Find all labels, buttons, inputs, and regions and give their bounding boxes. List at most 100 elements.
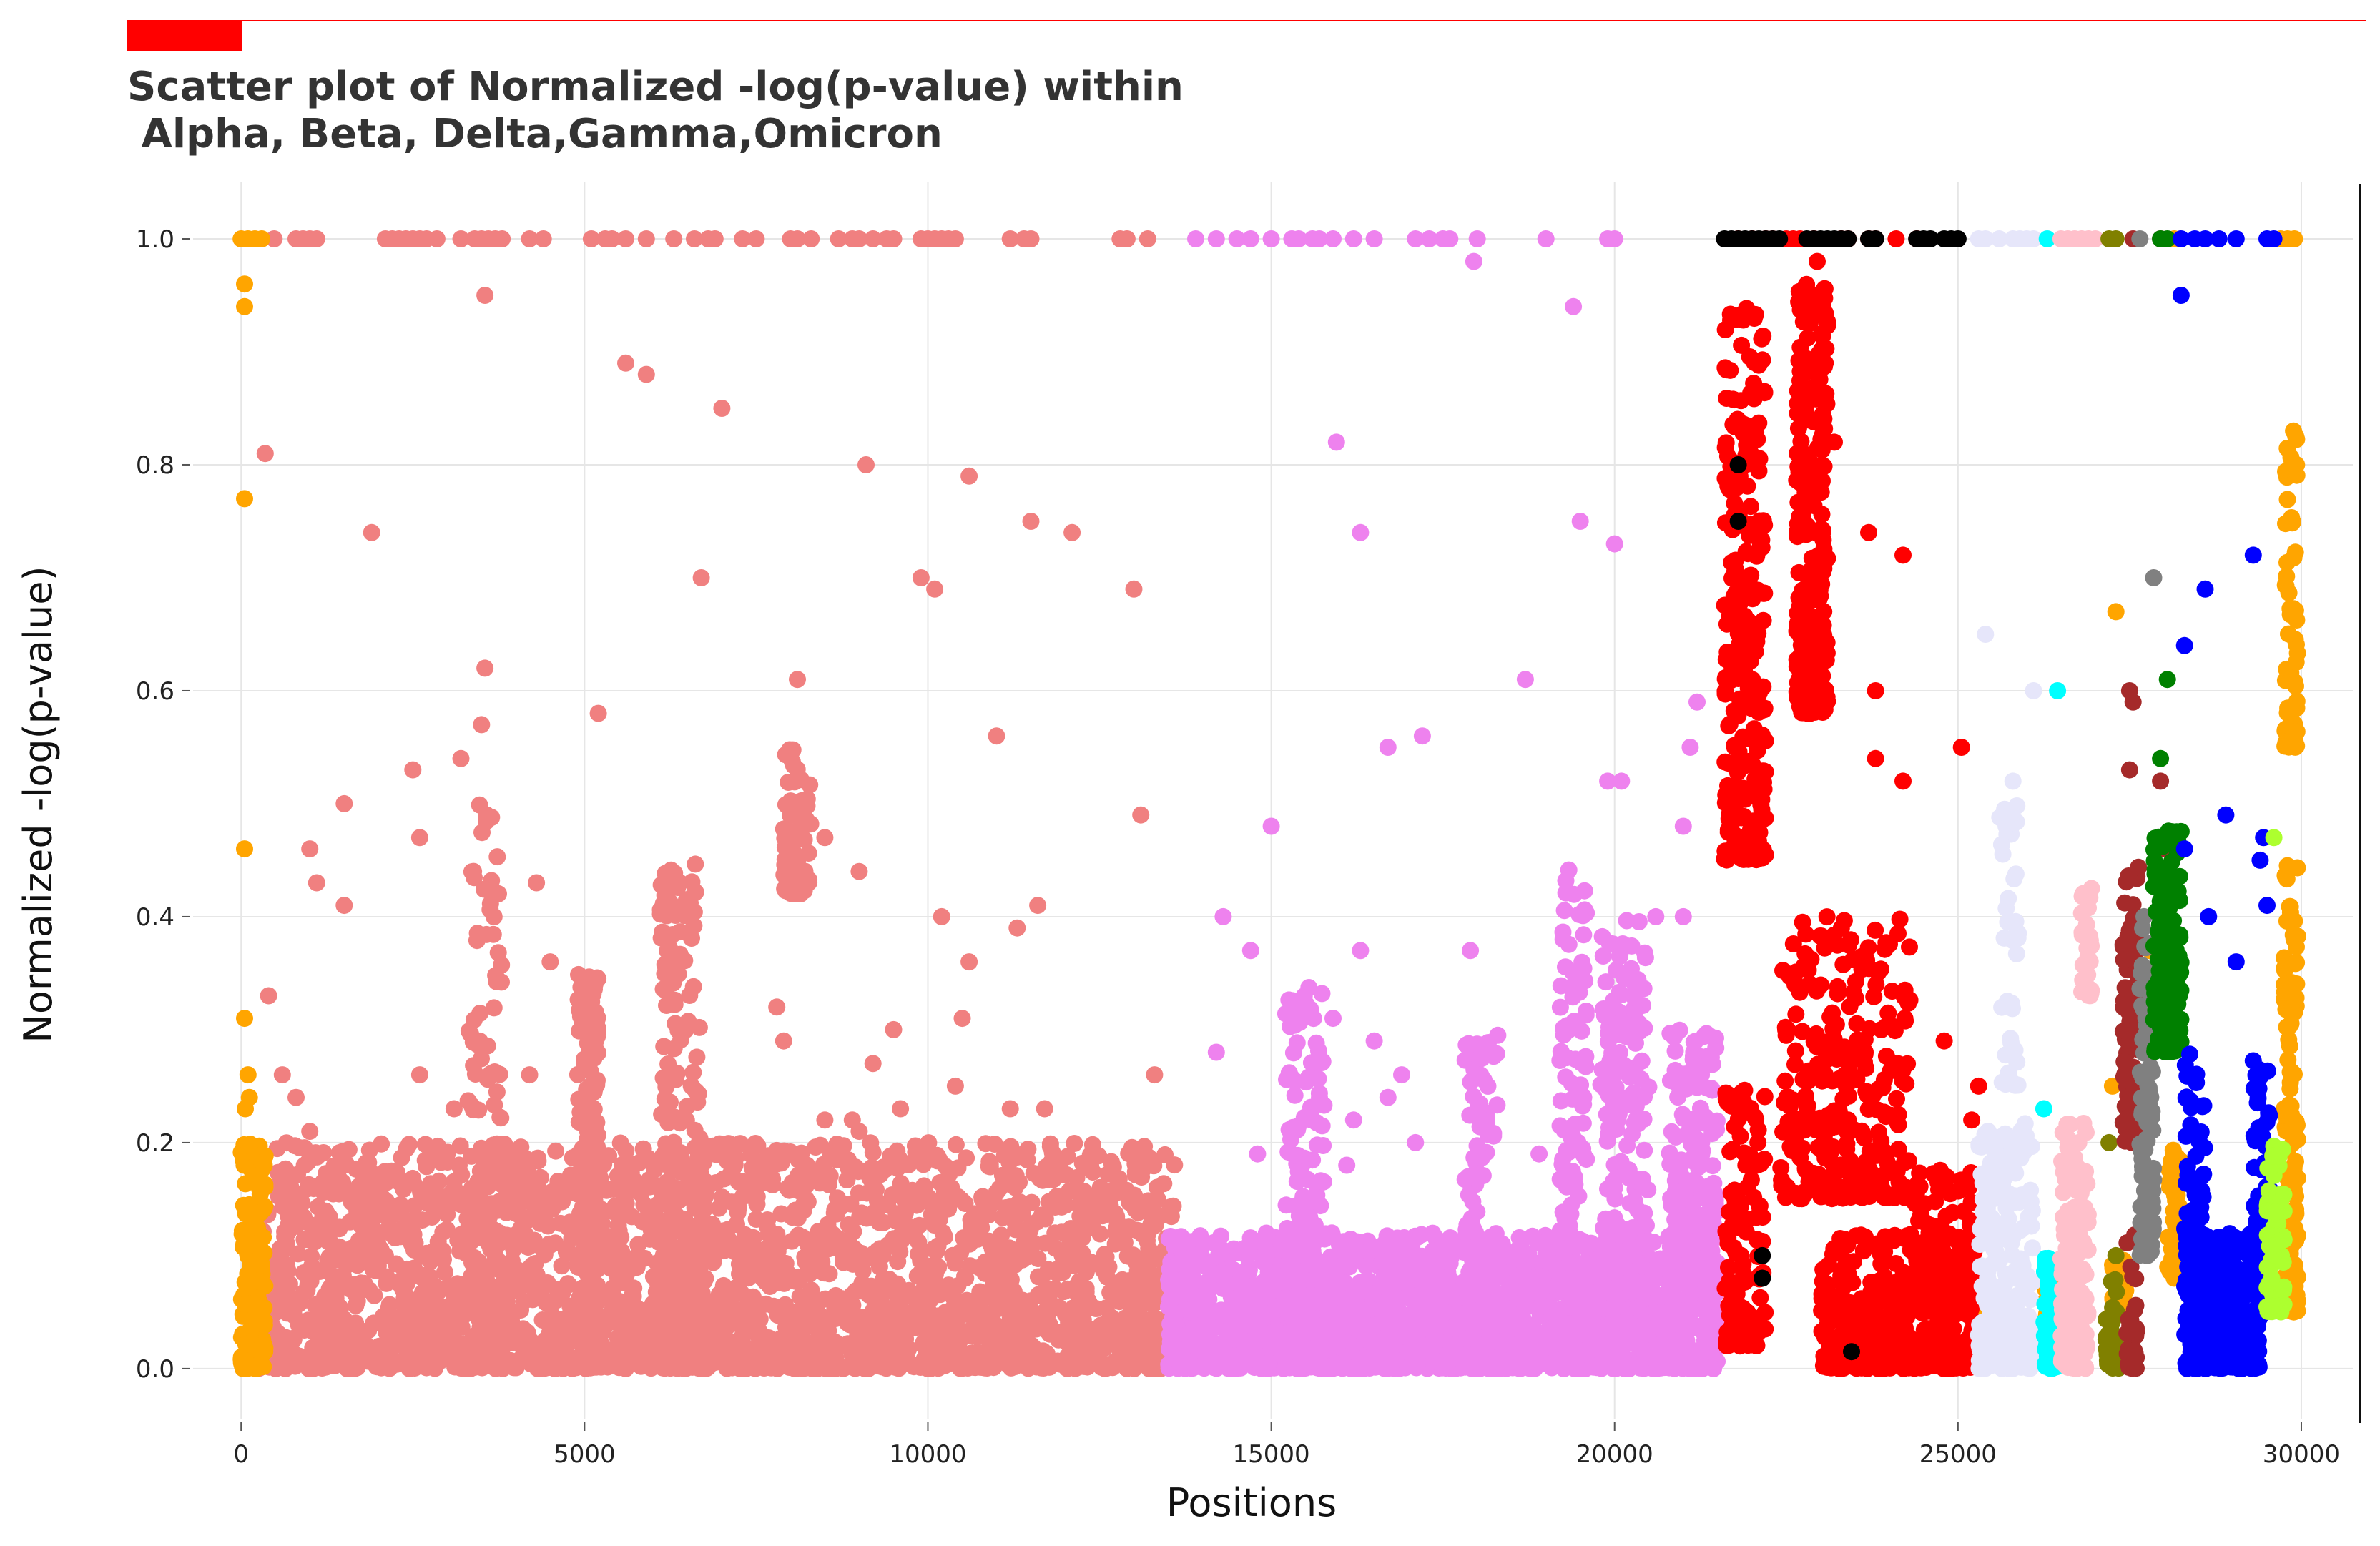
data-point <box>384 1338 402 1356</box>
data-point <box>724 1341 742 1359</box>
data-point <box>1081 1211 1099 1229</box>
data-point <box>659 942 677 960</box>
data-point <box>926 580 944 598</box>
data-point <box>611 1134 629 1152</box>
series-group <box>1160 230 1726 1377</box>
data-point <box>919 1300 937 1318</box>
data-point <box>786 773 804 791</box>
data-point <box>856 1359 874 1377</box>
data-point <box>748 1188 766 1206</box>
data-point <box>546 1335 564 1353</box>
data-point <box>586 1159 604 1177</box>
data-point <box>730 1199 747 1217</box>
data-point <box>943 1300 961 1318</box>
data-point <box>696 1350 713 1368</box>
data-point <box>476 1155 493 1172</box>
data-points <box>232 230 2306 1377</box>
data-point <box>365 1166 383 1183</box>
data-point <box>476 659 494 677</box>
data-point <box>461 1198 479 1216</box>
data-point <box>300 1359 318 1377</box>
data-point <box>754 1253 772 1271</box>
data-point <box>617 354 634 372</box>
data-point <box>1132 806 1150 824</box>
data-point <box>492 1276 510 1294</box>
data-point <box>933 907 950 925</box>
data-point <box>1155 1175 1173 1193</box>
data-point <box>864 1055 882 1073</box>
data-point <box>1022 230 1040 247</box>
data-point <box>398 1317 416 1335</box>
data-point <box>384 1354 402 1372</box>
data-point <box>662 1304 680 1322</box>
data-point <box>768 998 786 1016</box>
data-point <box>1069 1286 1087 1304</box>
data-point <box>687 855 704 873</box>
data-point <box>678 891 696 909</box>
data-point <box>790 1151 807 1169</box>
data-point <box>732 1135 749 1153</box>
data-point <box>541 953 559 971</box>
data-point <box>419 1179 437 1197</box>
data-point <box>1051 1156 1069 1173</box>
data-point <box>488 1296 506 1314</box>
data-point <box>353 1324 370 1342</box>
data-point <box>809 1231 827 1249</box>
data-point <box>332 1323 350 1341</box>
data-point <box>786 1174 804 1192</box>
data-point <box>672 1210 690 1228</box>
data-point <box>359 1247 377 1265</box>
data-point <box>988 727 1005 745</box>
data-point <box>654 923 672 941</box>
data-point <box>606 1197 624 1215</box>
data-point <box>516 1211 533 1229</box>
data-point <box>672 923 689 941</box>
data-point <box>1357 1257 1375 1275</box>
data-point <box>476 1170 493 1188</box>
data-point <box>1128 1221 1146 1239</box>
data-point <box>1139 230 1156 247</box>
data-point <box>1025 1315 1043 1333</box>
data-point <box>586 1301 604 1319</box>
data-point <box>1134 1310 1151 1328</box>
data-point <box>973 1188 991 1206</box>
data-point <box>404 761 422 779</box>
data-point <box>798 790 816 808</box>
data-point <box>410 1066 428 1084</box>
data-point <box>971 1358 989 1376</box>
data-point <box>1041 1287 1058 1305</box>
data-point <box>747 230 765 247</box>
chart-title-line1: Scatter plot of Normalized -log(p-value)… <box>127 64 1184 110</box>
data-point <box>578 1283 596 1301</box>
data-point <box>936 1228 953 1246</box>
data-point <box>775 1032 792 1050</box>
data-point <box>1129 1353 1147 1371</box>
data-point <box>451 1137 469 1155</box>
data-point <box>356 1231 374 1248</box>
data-point <box>588 1354 606 1372</box>
data-point <box>692 569 710 586</box>
data-point <box>493 956 511 974</box>
data-point <box>927 1243 945 1261</box>
data-point <box>1036 1210 1054 1228</box>
data-point <box>1001 1100 1019 1118</box>
data-point <box>274 1166 292 1184</box>
data-point <box>584 1104 602 1122</box>
data-point <box>1510 1229 1528 1246</box>
data-point <box>606 1228 624 1246</box>
data-point <box>698 1145 716 1163</box>
data-point <box>857 456 875 473</box>
data-point <box>317 1202 335 1220</box>
data-point <box>1104 1181 1122 1199</box>
data-point <box>757 1295 775 1313</box>
data-point <box>1023 1193 1041 1211</box>
data-point <box>328 1243 345 1261</box>
data-point <box>343 1193 360 1211</box>
data-point <box>1083 1136 1101 1153</box>
data-point <box>260 987 277 1005</box>
data-point <box>980 1206 998 1224</box>
data-point <box>659 1173 677 1191</box>
data-point <box>294 1207 312 1225</box>
data-point <box>529 1149 546 1167</box>
data-point <box>1125 580 1143 598</box>
